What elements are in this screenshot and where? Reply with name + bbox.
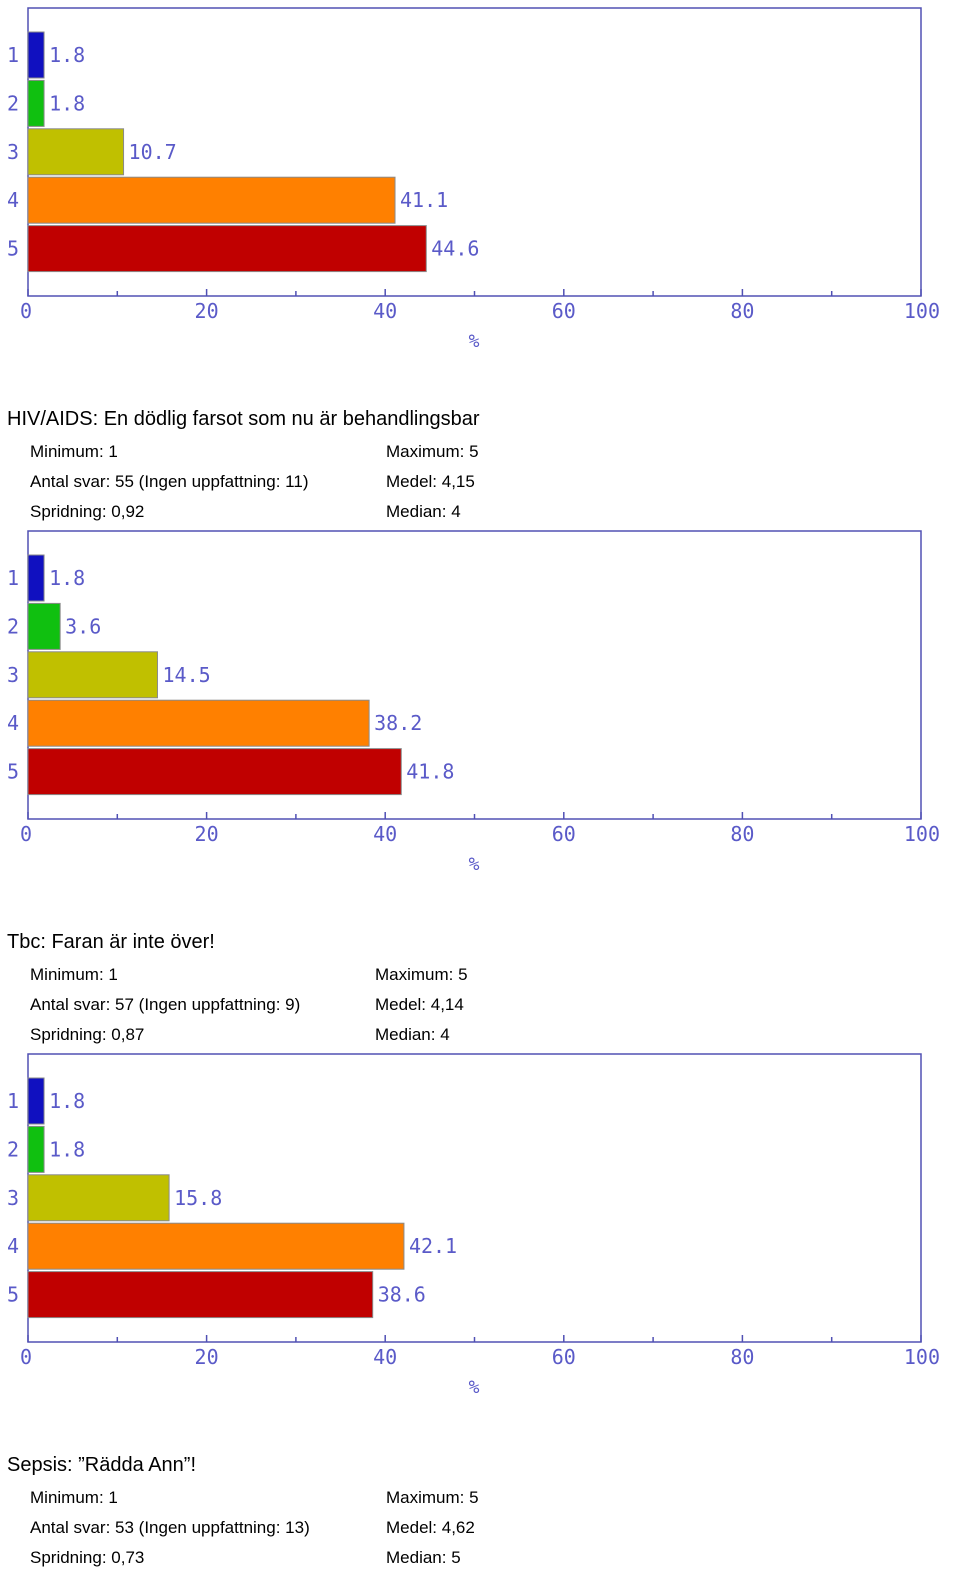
- bar-chart-svg: 1 1.8 2 1.8 3 10.7 4 41.1 5 44.6 0 20 40 60 80 100%: [7, 7, 940, 352]
- tick-label-60: 60: [552, 822, 576, 846]
- stat-medel: Medel: 4,14: [375, 995, 464, 1014]
- stat-medel: Medel: 4,15: [386, 472, 475, 491]
- value-label-2: 3.6: [65, 614, 101, 638]
- category-label-1: 1: [7, 566, 19, 590]
- stat-minimum: Minimum: 1: [30, 965, 118, 984]
- stat-maximum: Maximum: 5: [375, 965, 468, 984]
- tick-label-40: 40: [373, 1345, 397, 1369]
- category-label-4: 4: [7, 1234, 19, 1258]
- bar-4: [27, 176, 396, 224]
- stat-minimum: Minimum: 1: [30, 442, 118, 461]
- stat-maximum: Maximum: 5: [386, 1488, 479, 1507]
- bar-1: [27, 554, 45, 602]
- x-axis-label: %: [469, 331, 480, 352]
- category-label-5: 5: [7, 237, 19, 261]
- chart-2: 1 1.8 2 3.6 3 14.5 4 38.2 5 41.8 0 20 40 60 80 100%: [0, 523, 960, 883]
- category-label-5: 5: [7, 1283, 19, 1307]
- bar-chart-svg: 1 1.8 2 1.8 3 15.8 4 42.1 5 38.6 0 20 40 60 80 100%: [7, 1053, 940, 1398]
- stat-median: Median: 4: [386, 502, 461, 521]
- tick-label-100: 100: [904, 299, 940, 323]
- value-label-3: 10.7: [129, 140, 177, 164]
- tick-label-0: 0: [20, 299, 32, 323]
- value-label-2: 1.8: [49, 1137, 85, 1161]
- value-label-4: 42.1: [409, 1234, 457, 1258]
- tick-label-20: 20: [195, 822, 219, 846]
- bar-5: [27, 748, 402, 796]
- bar-1: [27, 31, 45, 79]
- category-label-1: 1: [7, 43, 19, 67]
- tick-label-0: 0: [20, 1345, 32, 1369]
- value-label-5: 38.6: [378, 1283, 426, 1307]
- value-label-5: 44.6: [431, 237, 479, 261]
- tick-label-40: 40: [373, 299, 397, 323]
- tick-label-80: 80: [730, 822, 754, 846]
- tick-label-100: 100: [904, 822, 940, 846]
- value-label-1: 1.8: [49, 566, 85, 590]
- chart-3: 1 1.8 2 1.8 3 15.8 4 42.1 5 38.6 0 20 40 60 80 100%: [0, 1046, 960, 1406]
- stat-minimum: Minimum: 1: [30, 1488, 118, 1507]
- tick-label-20: 20: [195, 299, 219, 323]
- category-label-4: 4: [7, 711, 19, 735]
- category-label-3: 3: [7, 1186, 19, 1210]
- stat-spridning: Spridning: 0,87: [30, 1025, 145, 1044]
- tick-label-60: 60: [552, 1345, 576, 1369]
- value-label-4: 38.2: [374, 711, 422, 735]
- section-hiv-aids: HIV/AIDS: En dödlig farsot som nu är beh…: [0, 408, 960, 528]
- category-label-3: 3: [7, 663, 19, 687]
- section-title: Sepsis: ”Rädda Ann”!: [7, 1454, 196, 1476]
- value-label-1: 1.8: [49, 1089, 85, 1113]
- stat-antal-svar: Antal svar: 57 (Ingen uppfattning: 9): [30, 995, 301, 1014]
- stat-maximum: Maximum: 5: [386, 442, 479, 461]
- stat-antal-svar: Antal svar: 53 (Ingen uppfattning: 13): [30, 1518, 310, 1537]
- tick-label-20: 20: [195, 1345, 219, 1369]
- bar-3: [27, 128, 125, 176]
- category-label-1: 1: [7, 1089, 19, 1113]
- value-label-4: 41.1: [400, 188, 448, 212]
- value-label-3: 14.5: [162, 663, 210, 687]
- stat-medel: Medel: 4,62: [386, 1518, 475, 1537]
- value-label-5: 41.8: [406, 760, 454, 784]
- stat-spridning: Spridning: 0,92: [30, 502, 145, 521]
- tick-label-100: 100: [904, 1345, 940, 1369]
- category-label-5: 5: [7, 760, 19, 784]
- bar-2: [27, 79, 45, 127]
- section-tbc: Tbc: Faran är inte över! Minimum: 1 Maxi…: [0, 931, 960, 1051]
- tick-label-80: 80: [730, 299, 754, 323]
- stat-antal-svar: Antal svar: 55 (Ingen uppfattning: 11): [30, 472, 309, 491]
- value-label-3: 15.8: [174, 1186, 222, 1210]
- tick-label-40: 40: [373, 822, 397, 846]
- bar-2: [27, 1125, 45, 1173]
- stat-median: Median: 5: [386, 1548, 461, 1567]
- tick-label-80: 80: [730, 1345, 754, 1369]
- category-label-2: 2: [7, 614, 19, 638]
- bar-5: [27, 1271, 374, 1319]
- bar-1: [27, 1077, 45, 1125]
- value-label-1: 1.8: [49, 43, 85, 67]
- value-label-2: 1.8: [49, 91, 85, 115]
- x-axis-label: %: [469, 854, 480, 875]
- bar-chart-svg: 1 1.8 2 3.6 3 14.5 4 38.2 5 41.8 0 20 40 60 80 100%: [7, 530, 940, 875]
- stat-median: Median: 4: [375, 1025, 450, 1044]
- bar-2: [27, 602, 61, 650]
- bar-4: [27, 1222, 405, 1270]
- category-label-2: 2: [7, 1137, 19, 1161]
- bar-4: [27, 699, 370, 747]
- category-label-3: 3: [7, 140, 19, 164]
- section-title: HIV/AIDS: En dödlig farsot som nu är beh…: [7, 408, 480, 430]
- stat-spridning: Spridning: 0,73: [30, 1548, 145, 1567]
- chart-1: 1 1.8 2 1.8 3 10.7 4 41.1 5 44.6 0 20 40 60 80 100%: [0, 0, 960, 360]
- category-label-4: 4: [7, 188, 19, 212]
- bar-3: [27, 651, 158, 699]
- bar-5: [27, 225, 427, 273]
- tick-label-0: 0: [20, 822, 32, 846]
- bar-3: [27, 1174, 170, 1222]
- section-sepsis: Sepsis: ”Rädda Ann”! Minimum: 1 Maximum:…: [0, 1454, 960, 1590]
- x-axis-label: %: [469, 1377, 480, 1398]
- category-label-2: 2: [7, 91, 19, 115]
- section-title: Tbc: Faran är inte över!: [7, 931, 215, 953]
- tick-label-60: 60: [552, 299, 576, 323]
